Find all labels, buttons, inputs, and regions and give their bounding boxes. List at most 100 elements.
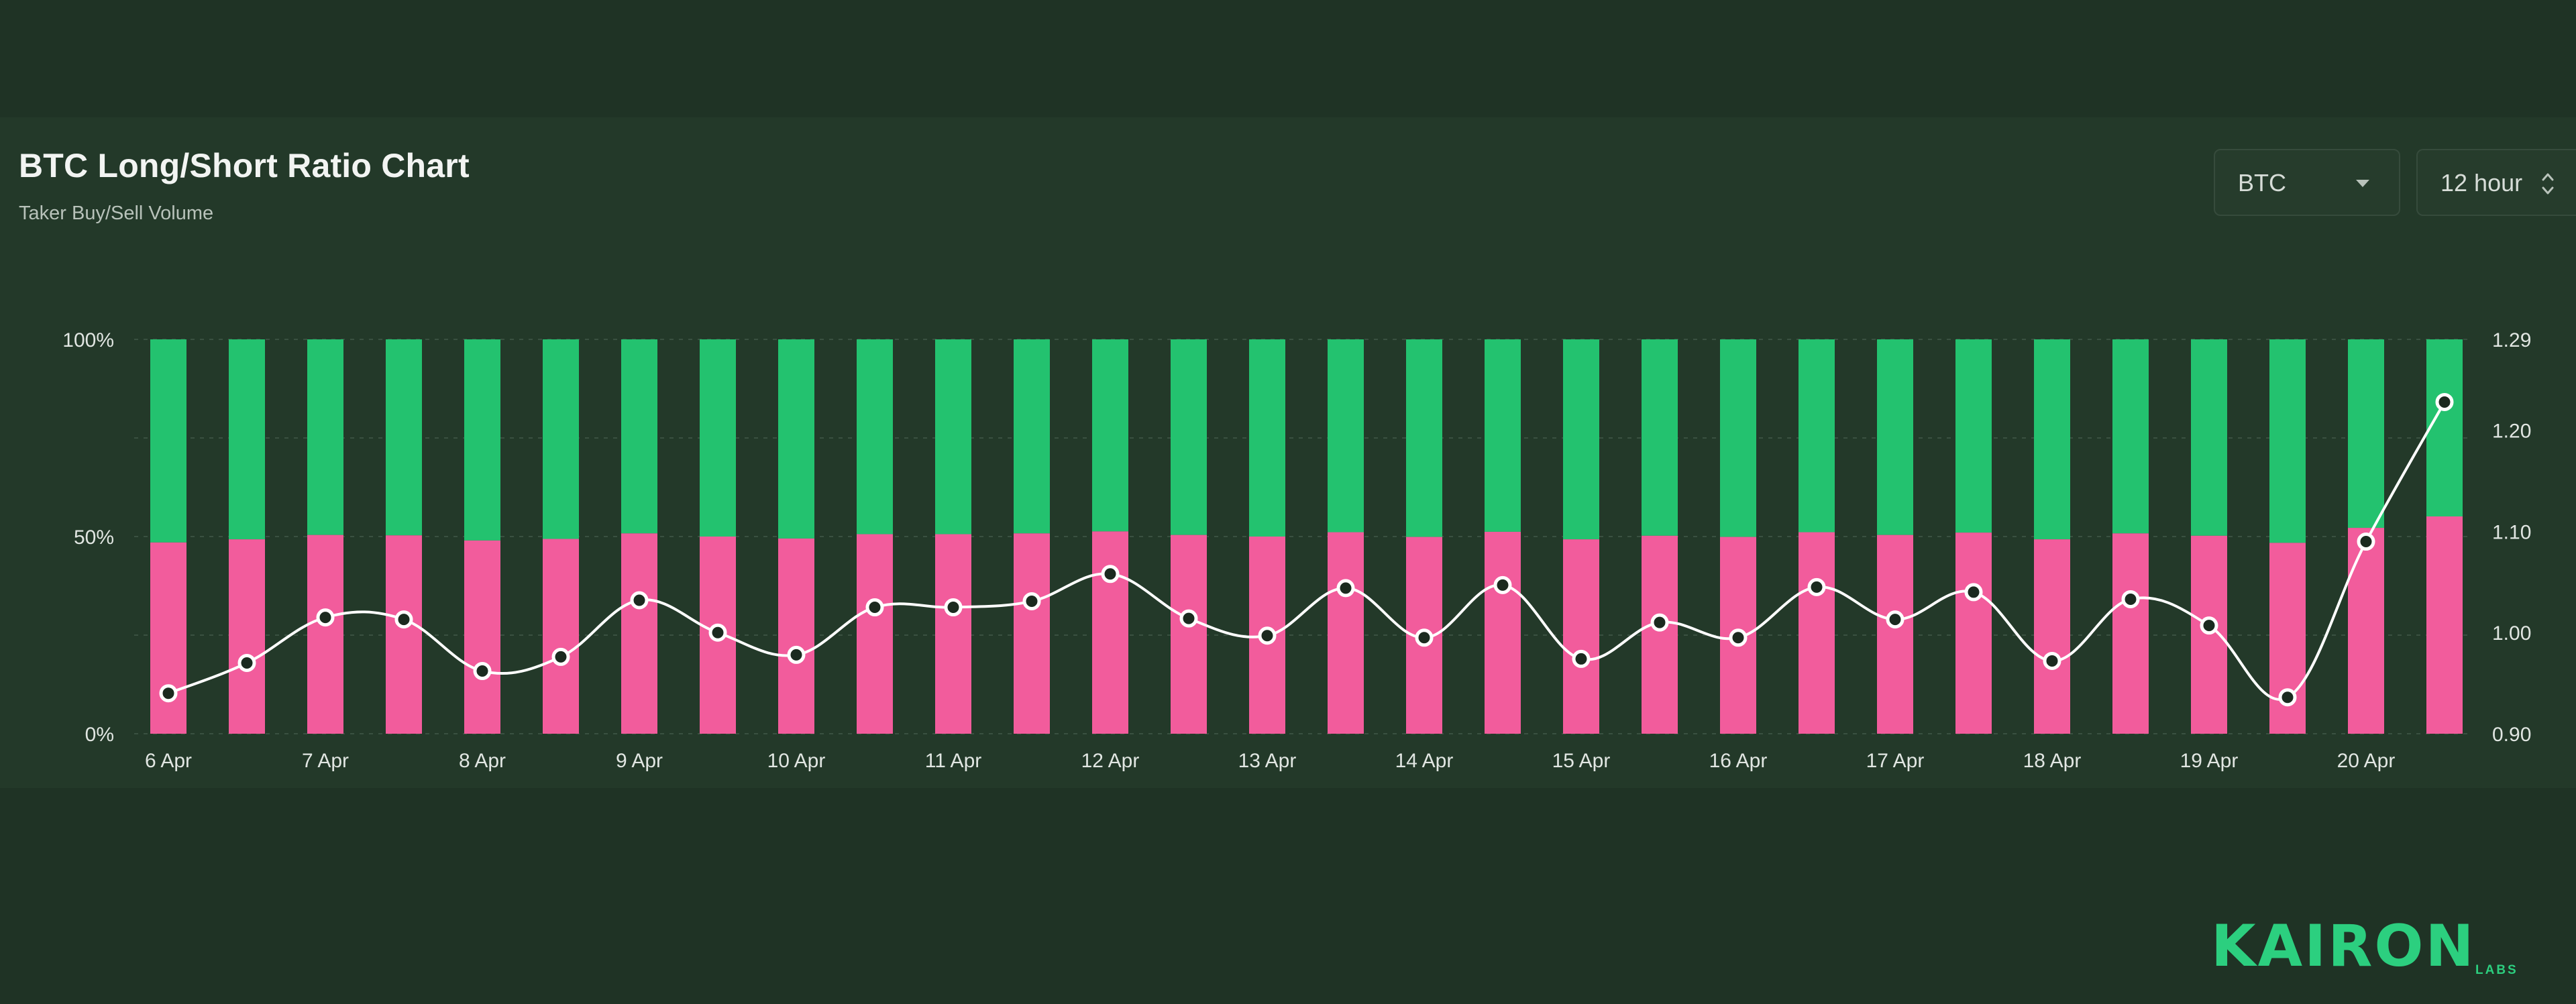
ratio-point xyxy=(2357,533,2375,551)
ratio-line xyxy=(168,401,2446,701)
short-bar xyxy=(1328,532,1364,734)
kairon-logo-sub: LABS xyxy=(2475,963,2518,977)
ratio-point xyxy=(630,591,649,610)
interval-select[interactable]: 12 hour xyxy=(2416,149,2576,216)
long-bar xyxy=(621,339,657,534)
short-bar xyxy=(1092,531,1128,734)
long-bar xyxy=(778,339,814,539)
short-bar xyxy=(2191,535,2227,734)
short-bar xyxy=(229,539,265,734)
x-axis-tick: 8 Apr xyxy=(459,750,506,772)
long-bar xyxy=(935,339,971,535)
short-bar xyxy=(2034,539,2070,734)
x-axis-tick: 20 Apr xyxy=(2337,750,2396,772)
x-axis-tick: 17 Apr xyxy=(1866,750,1925,772)
long-bar xyxy=(1249,339,1285,537)
x-axis-tick: 6 Apr xyxy=(145,750,192,772)
chart-subtitle: Taker Buy/Sell Volume xyxy=(19,203,214,224)
short-bar xyxy=(2112,533,2149,734)
long-bar xyxy=(857,339,893,535)
long-bar xyxy=(307,339,343,535)
ratio-point xyxy=(1258,626,1277,645)
short-bar xyxy=(935,534,971,734)
long-bar xyxy=(2112,339,2149,534)
ratio-point xyxy=(316,608,335,627)
long-bar xyxy=(1092,339,1128,532)
short-bar xyxy=(307,535,343,734)
ratio-point xyxy=(1729,628,1748,647)
short-bar xyxy=(2348,528,2384,734)
ratio-point xyxy=(2435,392,2454,411)
ratio-point xyxy=(2200,616,2218,635)
ratio-point xyxy=(237,653,256,672)
short-bar xyxy=(386,535,422,734)
long-bar xyxy=(1406,339,1442,537)
left-axis-tick: 0% xyxy=(85,724,114,746)
long-bar xyxy=(2034,339,2070,540)
coin-select-value: BTC xyxy=(2238,169,2286,197)
ratio-point xyxy=(1650,613,1669,632)
long-bar xyxy=(1799,339,1835,533)
x-axis-tick: 13 Apr xyxy=(1238,750,1297,772)
x-axis-tick: 11 Apr xyxy=(925,750,982,772)
ratio-point xyxy=(1179,609,1198,628)
ratio-point xyxy=(159,684,178,703)
x-axis-tick: 14 Apr xyxy=(1395,750,1454,772)
ratio-point xyxy=(551,647,570,666)
short-bar xyxy=(1955,533,1992,734)
right-axis-tick: 0.90 xyxy=(2492,724,2531,746)
x-axis-tick: 19 Apr xyxy=(2180,750,2239,772)
long-bar xyxy=(1485,339,1521,532)
short-bar xyxy=(857,534,893,734)
short-bar xyxy=(1171,535,1207,734)
ratio-point xyxy=(1415,628,1434,647)
x-axis-tick: 9 Apr xyxy=(616,750,663,772)
short-bar xyxy=(1014,533,1050,734)
ratio-point xyxy=(394,610,413,629)
right-axis-tick: 1.20 xyxy=(2492,421,2531,443)
kairon-logo: KAIRON xyxy=(2211,913,2476,980)
right-axis-tick: 1.00 xyxy=(2492,622,2531,645)
ratio-point xyxy=(1572,649,1591,668)
left-axis-tick: 50% xyxy=(74,526,114,549)
ratio-point xyxy=(1964,583,1983,602)
short-bar xyxy=(1642,535,1678,734)
long-bar xyxy=(150,339,186,543)
x-axis-tick: 7 Apr xyxy=(302,750,349,772)
long-bar xyxy=(386,339,422,536)
short-bar xyxy=(778,538,814,734)
up-down-chevron-icon xyxy=(2542,173,2554,194)
long-bar xyxy=(1563,339,1599,540)
short-bar xyxy=(150,542,186,734)
short-bar xyxy=(2426,516,2463,734)
long-bar xyxy=(700,339,736,537)
long-bar xyxy=(2348,339,2384,528)
short-bar xyxy=(1563,539,1599,734)
ratio-point xyxy=(1886,610,1904,629)
chevron-down-icon xyxy=(2356,180,2369,187)
ratio-point xyxy=(1022,592,1041,610)
x-axis-tick: 18 Apr xyxy=(2023,750,2082,772)
ratio-point xyxy=(1807,577,1826,596)
x-axis-tick: 16 Apr xyxy=(1709,750,1768,772)
ratio-point xyxy=(944,598,963,617)
ratio-point xyxy=(1336,579,1355,598)
long-bar xyxy=(464,339,500,541)
long-bar xyxy=(543,339,579,539)
ratio-point xyxy=(1101,565,1120,583)
short-bar xyxy=(621,533,657,734)
x-axis-tick: 10 Apr xyxy=(767,750,826,772)
long-bar xyxy=(2191,339,2227,536)
left-axis-tick: 100% xyxy=(62,329,114,351)
short-bar xyxy=(1799,532,1835,734)
long-bar xyxy=(1720,339,1756,537)
long-bar xyxy=(1877,339,1913,535)
coin-select[interactable]: BTC xyxy=(2214,149,2400,216)
ratio-point xyxy=(865,598,884,617)
long-bar xyxy=(1955,339,1992,533)
right-axis-tick: 1.29 xyxy=(2492,329,2531,351)
long-bar xyxy=(1642,339,1678,536)
long-bar xyxy=(229,339,265,540)
right-axis-tick: 1.10 xyxy=(2492,521,2531,543)
